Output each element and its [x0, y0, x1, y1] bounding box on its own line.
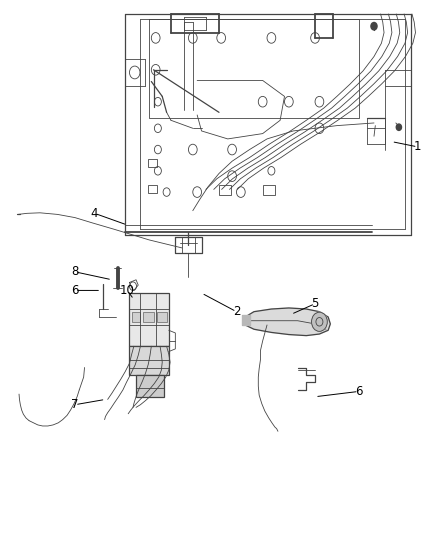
Polygon shape	[243, 308, 330, 336]
Text: 5: 5	[311, 297, 319, 310]
Circle shape	[371, 22, 377, 30]
Bar	[219, 185, 231, 195]
Text: 2: 2	[233, 305, 240, 318]
Text: 10: 10	[120, 284, 135, 297]
Bar	[148, 159, 157, 166]
Bar	[136, 375, 164, 397]
Circle shape	[396, 124, 402, 131]
Text: 6: 6	[355, 385, 363, 398]
Polygon shape	[242, 316, 250, 325]
Bar	[148, 185, 157, 193]
Text: 8: 8	[71, 265, 78, 278]
Circle shape	[311, 312, 327, 332]
Bar	[130, 293, 169, 346]
Text: 7: 7	[71, 398, 79, 411]
Text: 1: 1	[414, 140, 421, 154]
Bar	[263, 185, 275, 195]
Bar	[157, 312, 166, 322]
Bar	[143, 312, 153, 322]
Text: 4: 4	[91, 207, 98, 220]
Text: 6: 6	[71, 284, 79, 297]
Bar	[132, 312, 140, 322]
Bar	[130, 346, 169, 375]
